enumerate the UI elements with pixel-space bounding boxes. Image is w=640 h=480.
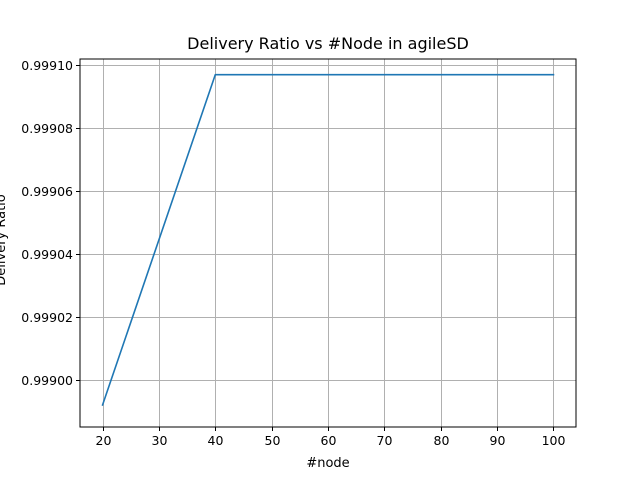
x-tick-label: 40 [208,433,224,448]
x-tick-label: 60 [321,433,337,448]
chart-title: Delivery Ratio vs #Node in agileSD [187,34,469,53]
y-tick-label: 0.99906 [21,184,73,199]
x-tick-label: 100 [542,433,566,448]
y-tick-label: 0.99902 [21,310,73,325]
series-line [101,73,555,406]
y-tick-label: 0.99908 [21,121,73,136]
x-tick-label: 80 [434,433,450,448]
x-tick-label: 50 [265,433,281,448]
x-axis-label: #node [306,456,349,471]
x-tick-label: 70 [377,433,393,448]
x-tick-label: 30 [152,433,168,448]
x-tick-label: 90 [490,433,506,448]
grid-lines [80,59,576,427]
y-tick-label: 0.99900 [21,373,73,388]
y-axis-label: Delivery Ratio [0,194,9,286]
y-tick-label: 0.99910 [21,58,73,73]
y-tick-label: 0.99904 [21,247,73,262]
x-tick-label: 20 [96,433,112,448]
series-layer [101,73,555,406]
axis-ticks: 20 30 40 50 60 70 80 90 100 0.99900 0.99902 0.99904… [21,58,565,448]
